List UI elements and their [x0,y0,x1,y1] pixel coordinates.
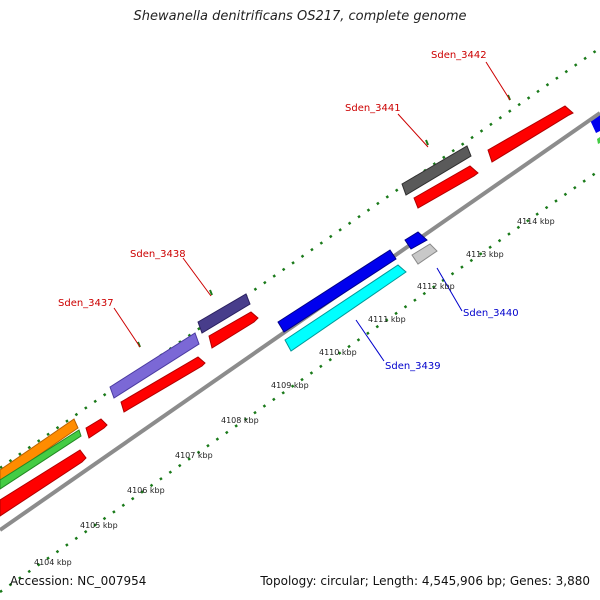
scale-label: 4108 kbp [221,416,259,425]
scale-label: 4112 kbp [417,282,455,291]
leader-sden-3440 [436,267,463,312]
leader-sden-3442 [485,61,511,101]
leader-sden-3437 [113,307,141,348]
feature-sden-3441-gray[interactable] [401,145,472,196]
feature-right-edge-green[interactable] [597,137,600,144]
gene-sden-3440-arrow-large[interactable] [277,249,397,333]
label-sden-3438[interactable]: Sden_3438 [130,249,186,260]
scale-label: 4105 kbp [80,521,118,530]
inner-tick-ring [0,168,600,594]
label-sden-3441[interactable]: Sden_3441 [345,103,401,114]
gene-sden-3441-arrow[interactable] [413,165,479,209]
gene-label-texts: Sden_3442 Sden_3441 Sden_3438 Sden_3437 … [58,50,519,372]
scale-label: 4113 kbp [466,250,504,259]
label-sden-3437[interactable]: Sden_3437 [58,298,114,309]
outer-tick-ring [0,46,600,470]
label-sden-3439[interactable]: Sden_3439 [385,361,441,372]
label-sden-3440[interactable]: Sden_3440 [463,308,519,319]
scale-labels: 4104 kbp 4105 kbp 4106 kbp 4107 kbp 4108… [34,217,555,567]
gene-small-gray-arrow[interactable] [411,243,438,265]
scale-label: 4107 kbp [175,451,213,460]
gene-sden-3438-arrow[interactable] [208,311,259,349]
gene-left-red-arrow[interactable] [0,449,87,517]
reverse-strand-genes [277,231,438,352]
gene-sden-3437-arrow[interactable] [120,356,206,413]
label-sden-3442[interactable]: Sden_3442 [431,50,487,61]
gene-small-red-arrow[interactable] [85,418,108,439]
scale-label: 4109 kbp [271,381,309,390]
feature-orange-bar[interactable] [0,418,79,483]
label-leaders [113,61,511,362]
scale-label: 4104 kbp [34,558,72,567]
forward-strand-genes [0,105,574,517]
leader-sden-3441 [397,113,429,148]
gene-small-blue-arrow[interactable] [404,231,428,250]
accession-text: Accession: NC_007954 [10,574,147,588]
scale-label: 4111 kbp [368,315,406,324]
feature-sden-3437-purple[interactable] [109,332,200,399]
gene-sden-3439-arrow[interactable] [284,264,407,352]
outer-major-ticks [137,94,511,348]
feature-green-bar[interactable] [0,429,82,490]
other-features [0,114,600,490]
scale-label: 4114 kbp [517,217,555,226]
genome-summary-text: Topology: circular; Length: 4,545,906 bp… [260,574,590,588]
leader-sden-3438 [182,257,212,297]
feature-sden-3438-slate[interactable] [197,293,251,334]
scale-label: 4106 kbp [127,486,165,495]
scale-label: 4110 kbp [319,348,357,357]
gene-sden-3442-arrow[interactable] [487,105,574,163]
map-title: Shewanella denitrificans OS217, complete… [133,9,467,24]
leader-sden-3439 [355,319,385,362]
